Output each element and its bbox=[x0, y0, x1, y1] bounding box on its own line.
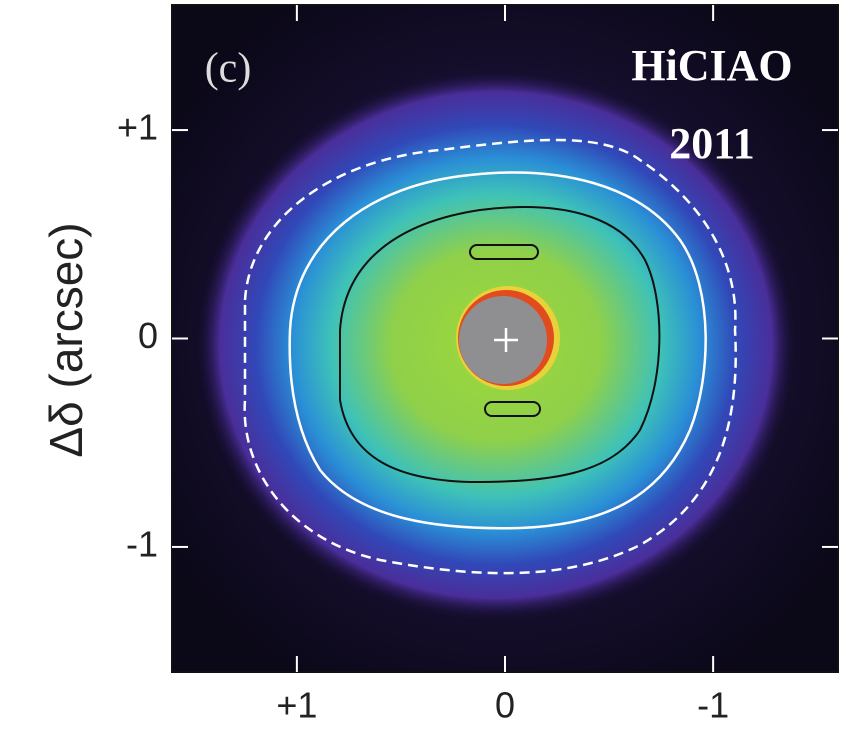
x-tick-label: 0 bbox=[495, 685, 515, 726]
x-tick-label: +1 bbox=[276, 685, 317, 726]
y-tick-label: +1 bbox=[117, 107, 158, 148]
image bbox=[172, 5, 838, 672]
annotation: HiCIAO bbox=[631, 41, 792, 90]
x-tick-label: -1 bbox=[697, 685, 729, 726]
y-tick-label: 0 bbox=[138, 315, 158, 356]
y-tick-label: -1 bbox=[126, 523, 158, 564]
annotation: 2011 bbox=[669, 119, 755, 168]
panel-label: (c) bbox=[205, 46, 252, 92]
y-axis-label: Δδ (arcsec) bbox=[40, 222, 92, 457]
